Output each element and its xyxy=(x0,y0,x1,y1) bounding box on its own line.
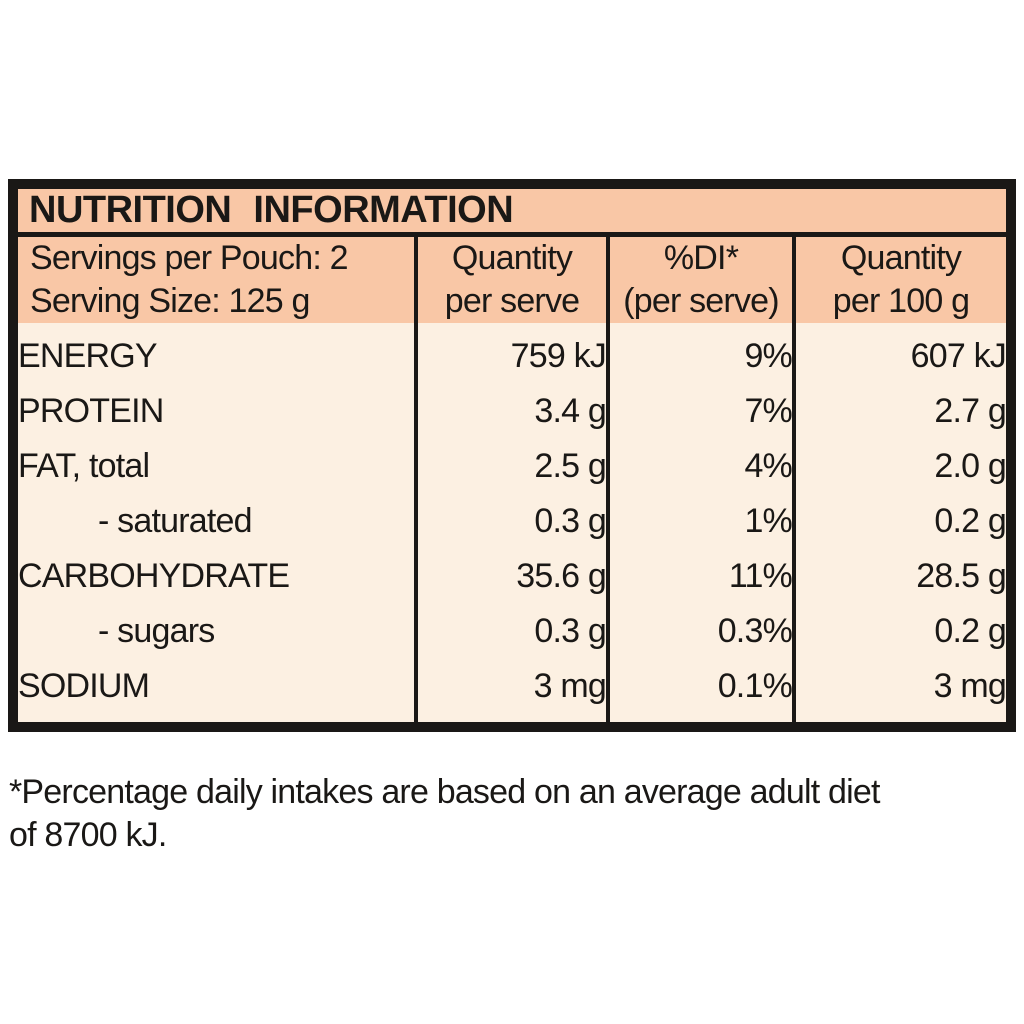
value-per-serve: 759 kJ xyxy=(414,323,608,384)
nutrient-label: FAT, total xyxy=(18,439,416,494)
panel-title-bar: NUTRITION INFORMATION xyxy=(18,189,1006,237)
table-row: FAT, total 2.5 g 4% 2.0 g xyxy=(18,439,1007,494)
table-header-row: Servings per Pouch: 2 Serving Size: 125 … xyxy=(18,237,1006,323)
value-per-serve: 3.4 g xyxy=(414,384,608,439)
value-per-serve: 0.3 g xyxy=(414,604,608,659)
col-header-line: per 100 g xyxy=(832,282,970,320)
servings-per-pouch-text: Servings per Pouch: 2 xyxy=(30,239,349,277)
col-header-line: %DI* xyxy=(663,239,739,277)
nutrient-label: ENERGY xyxy=(18,323,416,384)
footnote: *Percentage daily intakes are based on a… xyxy=(9,771,1009,857)
col-header-quantity-per-serve: Quantity per serve xyxy=(414,237,608,323)
value-per-serve: 2.5 g xyxy=(414,439,608,494)
nutrient-label: PROTEIN xyxy=(18,384,416,439)
col-header-line: Quantity xyxy=(451,239,573,277)
value-daily-intake: 7% xyxy=(606,384,794,439)
value-per-serve: 3 mg xyxy=(414,659,608,722)
value-per-100g: 607 kJ xyxy=(792,323,1007,384)
serving-size-text: Serving Size: 125 g xyxy=(30,282,310,320)
value-per-serve: 35.6 g xyxy=(414,549,608,604)
nutrient-label: SODIUM xyxy=(18,659,416,722)
value-daily-intake: 0.1% xyxy=(606,659,794,722)
panel-title: NUTRITION INFORMATION xyxy=(29,189,514,231)
table-row: CARBOHYDRATE 35.6 g 11% 28.5 g xyxy=(18,549,1007,604)
nutrient-label: CARBOHYDRATE xyxy=(18,549,416,604)
value-per-100g: 28.5 g xyxy=(792,549,1007,604)
col-header-line: (per serve) xyxy=(623,282,779,320)
table-row: ENERGY 759 kJ 9% 607 kJ xyxy=(18,323,1007,384)
value-daily-intake: 11% xyxy=(606,549,794,604)
table-row: - saturated 0.3 g 1% 0.2 g xyxy=(18,494,1007,549)
value-per-100g: 2.7 g xyxy=(792,384,1007,439)
col-header-line: Quantity xyxy=(840,239,962,277)
value-per-serve: 0.3 g xyxy=(414,494,608,549)
footnote-line: of 8700 kJ. xyxy=(9,816,167,854)
value-per-100g: 2.0 g xyxy=(792,439,1007,494)
value-daily-intake: 9% xyxy=(606,323,794,384)
footnote-line: *Percentage daily intakes are based on a… xyxy=(9,773,880,811)
table-row: PROTEIN 3.4 g 7% 2.7 g xyxy=(18,384,1007,439)
value-per-100g: 0.2 g xyxy=(792,604,1007,659)
col-header-daily-intake: %DI* (per serve) xyxy=(606,237,794,323)
nutrition-table: Servings per Pouch: 2 Serving Size: 125 … xyxy=(18,237,1007,722)
value-daily-intake: 1% xyxy=(606,494,794,549)
serving-info-cell: Servings per Pouch: 2 Serving Size: 125 … xyxy=(18,237,416,323)
col-header-line: per serve xyxy=(444,282,580,320)
col-header-quantity-per-100g: Quantity per 100 g xyxy=(792,237,1006,323)
nutrient-label: - saturated xyxy=(18,494,416,549)
value-daily-intake: 4% xyxy=(606,439,794,494)
table-row: SODIUM 3 mg 0.1% 3 mg xyxy=(18,659,1007,722)
value-per-100g: 0.2 g xyxy=(792,494,1007,549)
value-per-100g: 3 mg xyxy=(792,659,1007,722)
value-daily-intake: 0.3% xyxy=(606,604,794,659)
nutrient-label: - sugars xyxy=(18,604,416,659)
nutrition-panel: NUTRITION INFORMATION Servings per Pouch… xyxy=(8,179,1016,732)
table-row: - sugars 0.3 g 0.3% 0.2 g xyxy=(18,604,1007,659)
